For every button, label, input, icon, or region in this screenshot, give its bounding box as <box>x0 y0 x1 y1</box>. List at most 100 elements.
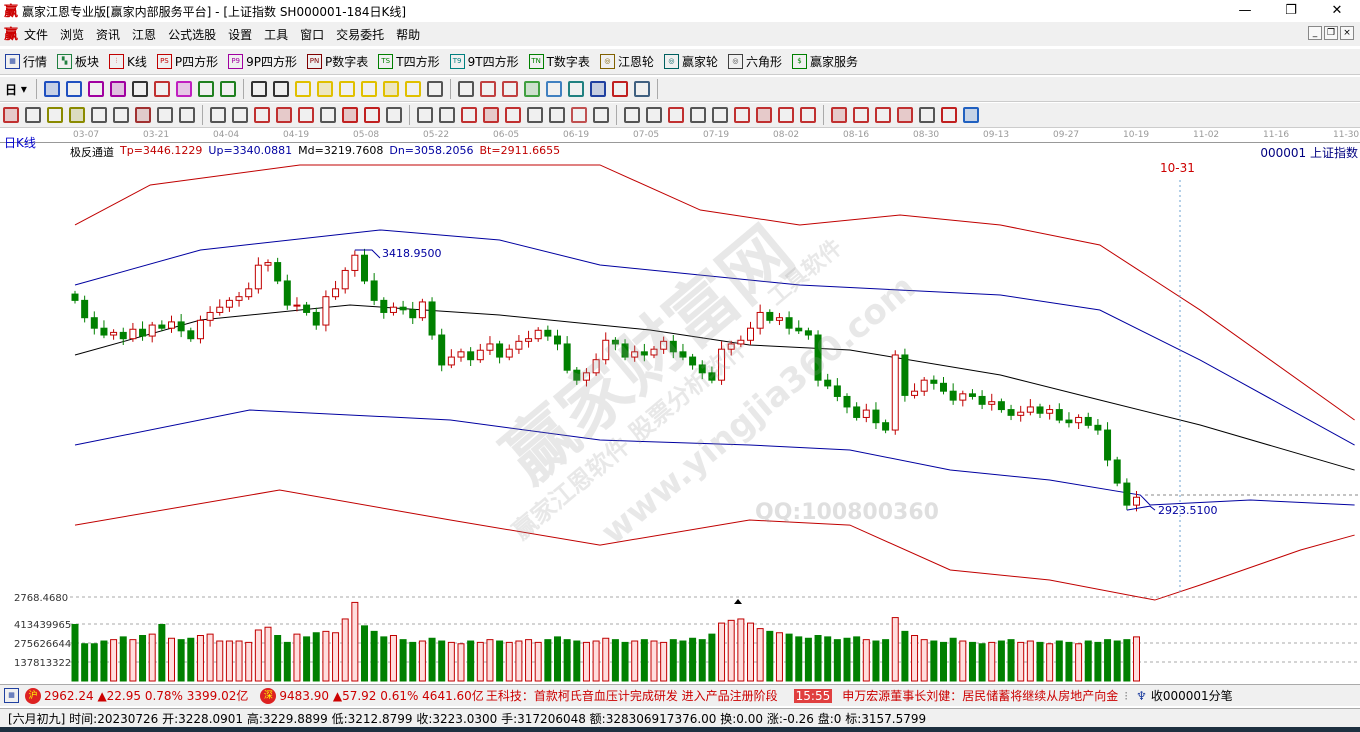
chart-tool-icon[interactable] <box>65 81 82 97</box>
drawing-tool-icon[interactable] <box>69 107 85 123</box>
tick-feed-label[interactable]: 收000001分笔 <box>1150 689 1233 703</box>
chart-tool-icon[interactable] <box>545 81 562 97</box>
drawing-tool-icon[interactable] <box>439 107 455 123</box>
drawing-tool-icon[interactable] <box>505 107 521 123</box>
menu-item[interactable]: 窗口 <box>300 27 325 42</box>
drawing-tool-icon[interactable] <box>91 107 107 123</box>
drawing-tool-icon[interactable] <box>417 107 433 123</box>
chart-tool-icon[interactable] <box>175 81 192 97</box>
chart-tool-icon[interactable] <box>523 81 540 97</box>
drawing-tool-icon[interactable] <box>668 107 684 123</box>
toolbar-button[interactable]: TS T四方形 <box>378 53 440 70</box>
minimize-button[interactable]: — <box>1238 3 1252 18</box>
toolbar-button[interactable]: ◎ 江恩轮 <box>599 53 654 70</box>
menu-item[interactable]: 帮助 <box>396 27 421 42</box>
news-item[interactable]: 王科技：首款柯氏音血压计完成研发 进入产品注册阶段 <box>485 689 778 703</box>
chart-tool-icon[interactable] <box>479 81 496 97</box>
drawing-tool-icon[interactable] <box>624 107 640 123</box>
chart-tool-icon[interactable] <box>316 81 333 97</box>
drawing-tool-icon[interactable] <box>210 107 226 123</box>
drawing-tool-icon[interactable] <box>593 107 609 123</box>
drawing-tool-icon[interactable] <box>298 107 314 123</box>
chart-tool-icon[interactable] <box>197 81 214 97</box>
drawing-tool-icon[interactable] <box>3 107 19 123</box>
drawing-tool-icon[interactable] <box>690 107 706 123</box>
toolbar-button[interactable]: ◎ 六角形 <box>727 53 782 70</box>
drawing-tool-icon[interactable] <box>853 107 869 123</box>
chart-tool-icon[interactable] <box>360 81 377 97</box>
drawing-tool-icon[interactable] <box>875 107 891 123</box>
drawing-tool-icon[interactable] <box>963 107 979 123</box>
drawing-tool-icon[interactable] <box>571 107 587 123</box>
chart-tool-icon[interactable] <box>109 81 126 97</box>
chart-tool-icon[interactable] <box>294 81 311 97</box>
drawing-tool-icon[interactable] <box>778 107 794 123</box>
toolbar-button[interactable]: ▦ 行情 <box>5 53 47 70</box>
drawing-tool-icon[interactable] <box>254 107 270 123</box>
toolbar-button[interactable]: TN T数字表 <box>528 53 590 70</box>
drawing-tool-icon[interactable] <box>461 107 477 123</box>
toolbar-button[interactable]: PS P四方形 <box>156 53 218 70</box>
mdi-close-button[interactable]: × <box>1340 26 1354 40</box>
chart-tool-icon[interactable] <box>43 81 60 97</box>
close-button[interactable]: ✕ <box>1331 3 1343 18</box>
chart-tool-icon[interactable] <box>382 81 399 97</box>
maximize-button[interactable]: ❐ <box>1285 3 1297 18</box>
drawing-tool-icon[interactable] <box>734 107 750 123</box>
drawing-tool-icon[interactable] <box>712 107 728 123</box>
sh-index-quote[interactable]: 2962.24 ▲22.95 0.78% 3399.02亿 <box>44 689 249 703</box>
menu-item[interactable]: 资讯 <box>96 27 121 42</box>
drawing-tool-icon[interactable] <box>897 107 913 123</box>
drawing-tool-icon[interactable] <box>800 107 816 123</box>
toolbar-button[interactable]: ◎ 赢家轮 <box>663 53 718 70</box>
drawing-tool-icon[interactable] <box>756 107 772 123</box>
chart-tool-icon[interactable] <box>426 81 443 97</box>
drawing-tool-icon[interactable] <box>342 107 358 123</box>
chart-tool-icon[interactable] <box>219 81 236 97</box>
toolbar-button[interactable]: ▚ 板块 <box>57 53 99 70</box>
drawing-tool-icon[interactable] <box>646 107 662 123</box>
drawing-tool-icon[interactable] <box>47 107 63 123</box>
chart-tool-icon[interactable] <box>131 81 148 97</box>
drawing-tool-icon[interactable] <box>831 107 847 123</box>
toolbar-button[interactable]: ⫶ K线 <box>109 53 147 70</box>
drawing-tool-icon[interactable] <box>919 107 935 123</box>
mdi-minimize-button[interactable]: _ <box>1308 26 1322 40</box>
chart-tool-icon[interactable] <box>611 81 628 97</box>
sz-index-quote[interactable]: 9483.90 ▲57.92 0.61% 4641.60亿 <box>279 689 484 703</box>
news-item[interactable]: 申万宏源董事长刘健：居民储蓄将继续从房地产向金 <box>842 689 1119 703</box>
menu-item[interactable]: 设置 <box>228 27 253 42</box>
drawing-tool-icon[interactable] <box>25 107 41 123</box>
drawing-tool-icon[interactable] <box>483 107 499 123</box>
menu-item[interactable]: 交易委托 <box>336 27 385 42</box>
drawing-tool-icon[interactable] <box>364 107 380 123</box>
chart-tool-icon[interactable] <box>589 81 606 97</box>
drawing-tool-icon[interactable] <box>157 107 173 123</box>
drawing-tool-icon[interactable] <box>386 107 402 123</box>
toolbar-button[interactable]: $ 赢家服务 <box>791 53 858 70</box>
chart-tool-icon[interactable] <box>87 81 104 97</box>
chart-tool-icon[interactable] <box>633 81 650 97</box>
toolbar-button[interactable]: P9 9P四方形 <box>228 53 297 70</box>
drawing-tool-icon[interactable] <box>113 107 129 123</box>
toolbar-button[interactable]: T9 9T四方形 <box>449 53 519 70</box>
drawing-tool-icon[interactable] <box>320 107 336 123</box>
chart-tool-icon[interactable] <box>501 81 518 97</box>
menu-item[interactable]: 工具 <box>264 27 289 42</box>
chart-tool-icon[interactable] <box>404 81 421 97</box>
kline-chart[interactable]: 413439965 275626644 137813322 2768.4680 10-3… <box>0 143 1360 683</box>
toolbar-button[interactable]: PN P数字表 <box>307 53 368 70</box>
drawing-tool-icon[interactable] <box>549 107 565 123</box>
menu-item[interactable]: 浏览 <box>60 27 85 42</box>
menu-item[interactable]: 公式选股 <box>168 27 217 42</box>
chart-tool-icon[interactable] <box>457 81 474 97</box>
chart-tool-icon[interactable] <box>272 81 289 97</box>
chart-tool-icon[interactable] <box>567 81 584 97</box>
menu-item[interactable]: 文件 <box>24 27 49 42</box>
drawing-tool-icon[interactable] <box>135 107 151 123</box>
drawing-tool-icon[interactable] <box>179 107 195 123</box>
grid-icon[interactable]: ▦ <box>4 688 19 703</box>
chart-tool-icon[interactable] <box>250 81 267 97</box>
drawing-tool-icon[interactable] <box>276 107 292 123</box>
period-select[interactable]: 日 ▾ <box>5 82 27 97</box>
